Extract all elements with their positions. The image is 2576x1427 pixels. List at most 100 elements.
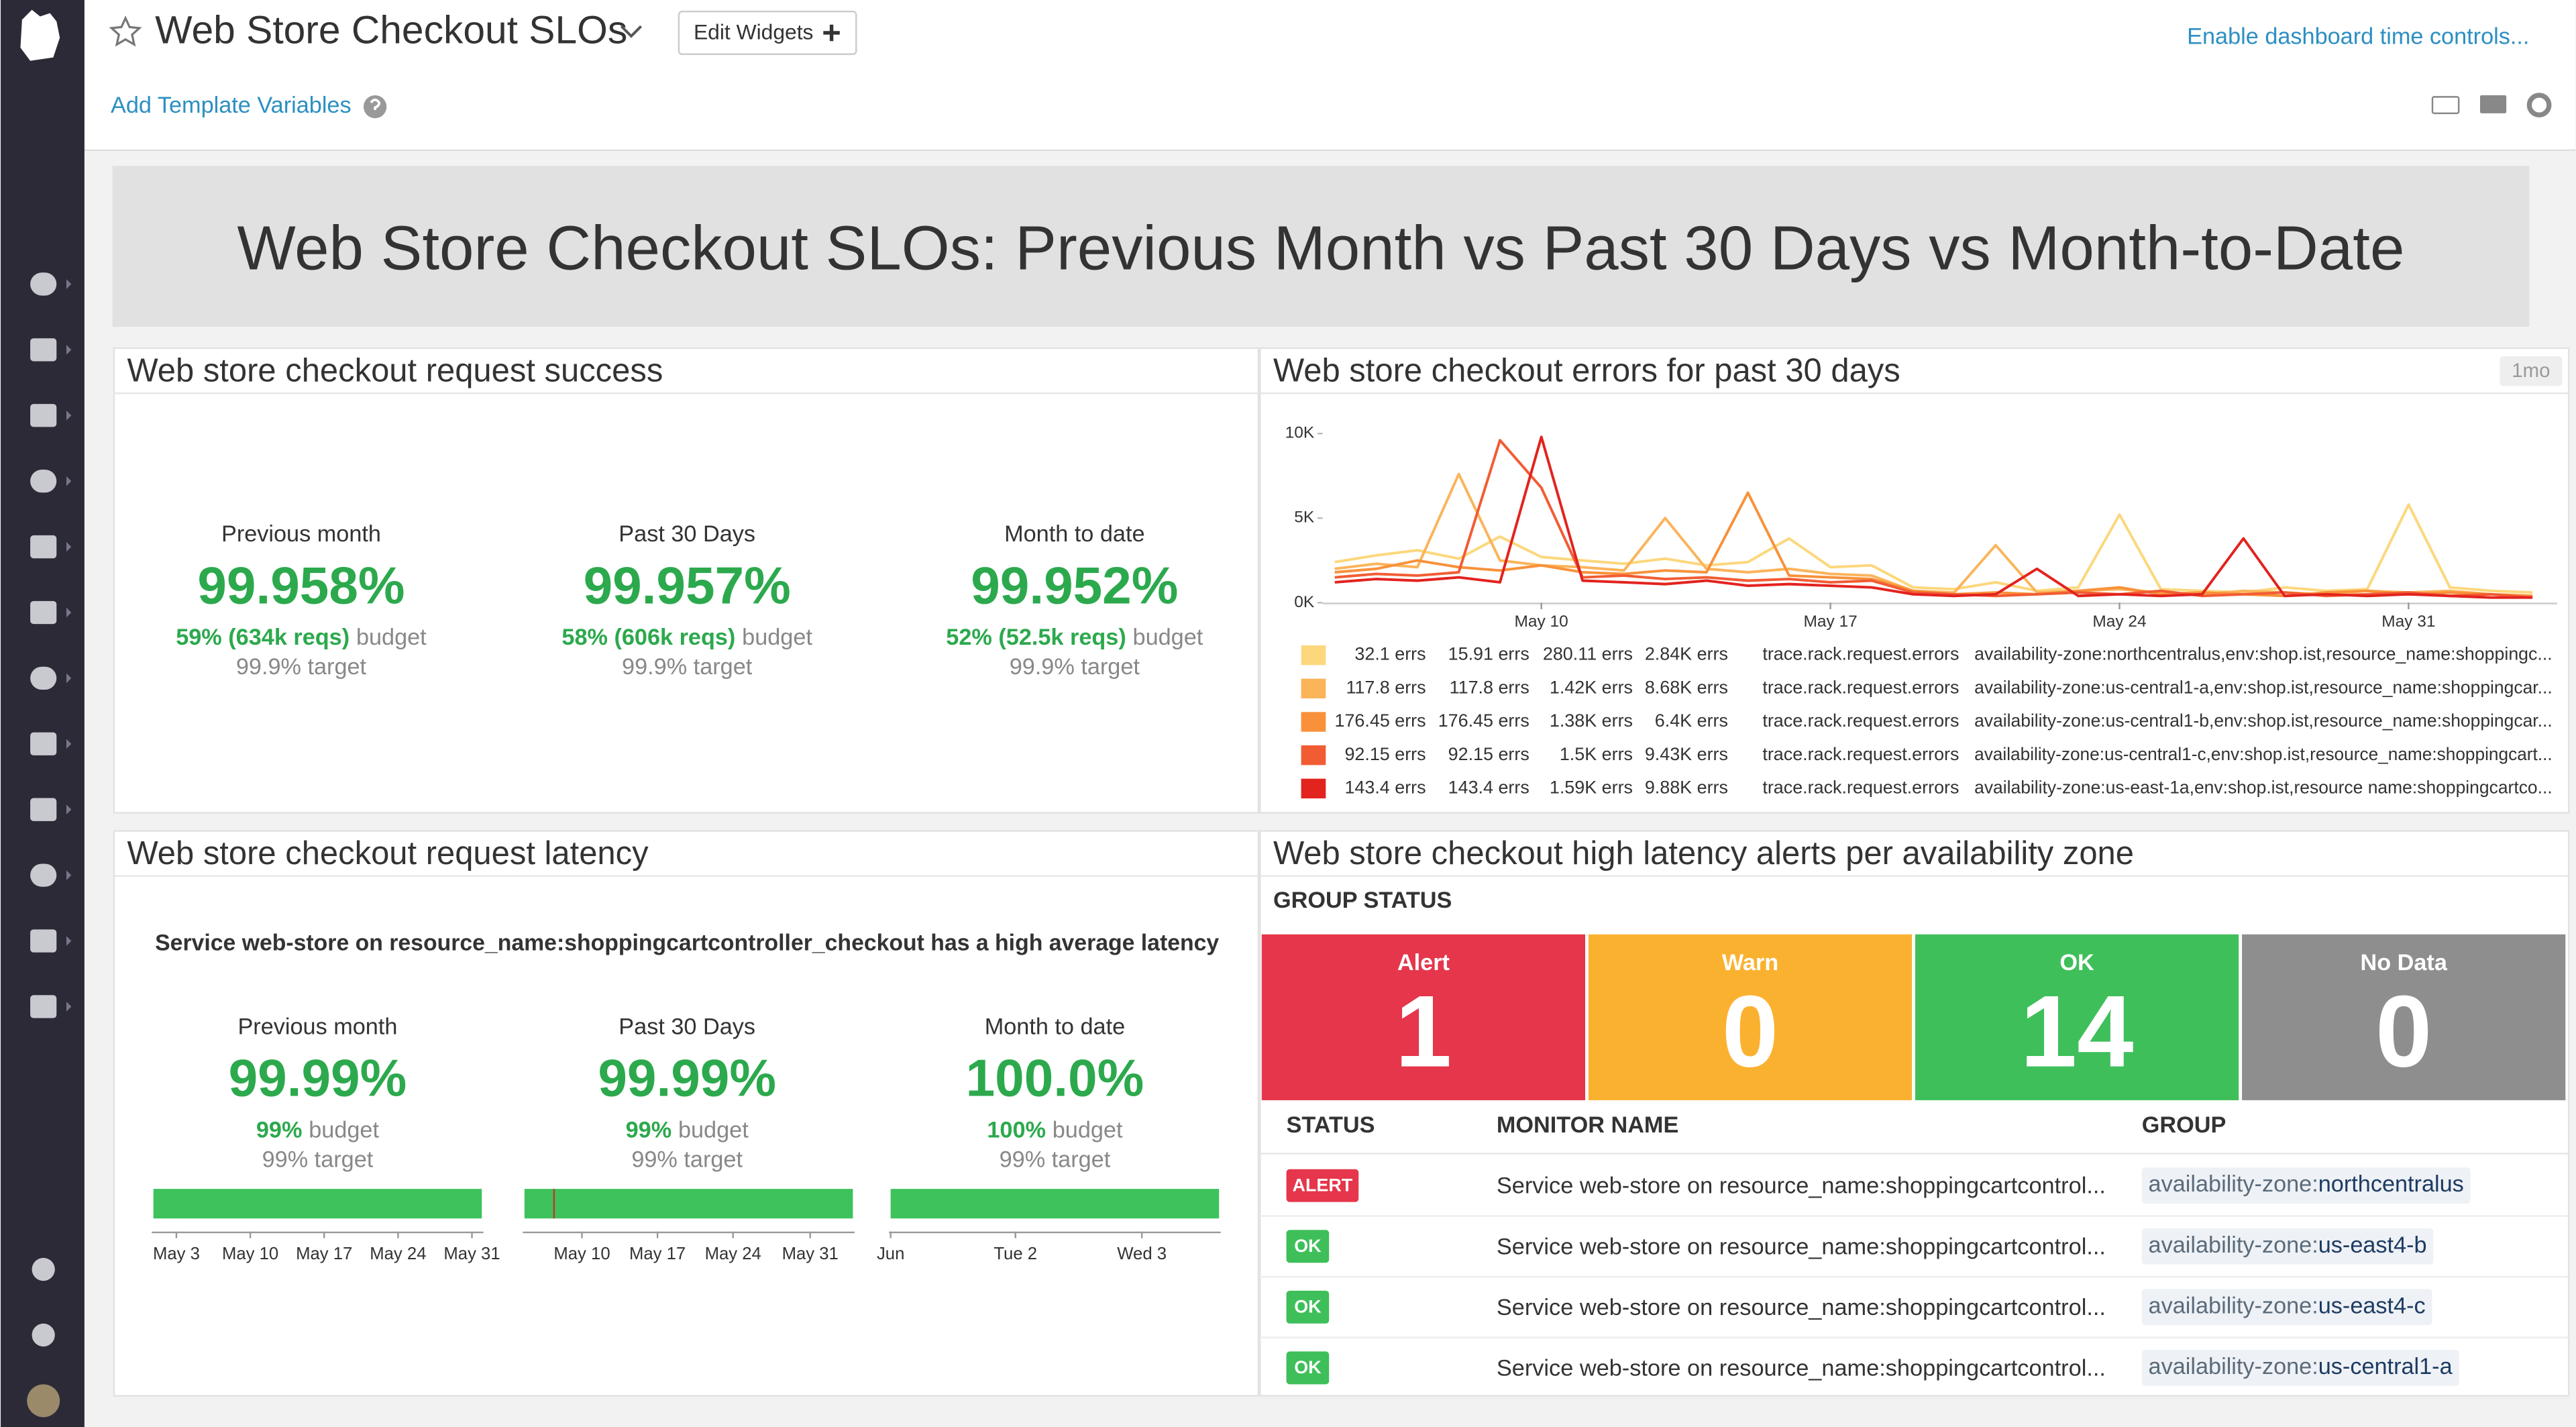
nav-icon[interactable] — [30, 404, 57, 427]
status-badge — [1286, 1230, 1330, 1263]
widget-title: Web store checkout errors for past 30 da… — [1273, 353, 1900, 389]
budget-highlight: 59% (634k reqs) — [176, 625, 350, 650]
x-tick-label: May 10 — [1515, 613, 1568, 631]
status-axis-label: Jun — [877, 1245, 904, 1263]
settings-icon[interactable] — [2526, 93, 2552, 118]
banner — [112, 166, 2530, 327]
nav-icon[interactable] — [30, 929, 57, 953]
header-bg — [84, 0, 2575, 152]
status-badge — [1286, 1290, 1330, 1324]
nav-icon[interactable] — [30, 600, 57, 625]
legend-metric: trace.rack.request.errors — [1762, 710, 1959, 731]
legend-name: availability-zone:us-central1-b,env:shop… — [1974, 710, 2553, 731]
legend-swatch — [1301, 745, 1326, 765]
budget-text: budget — [356, 625, 427, 650]
status-tile[interactable] — [1261, 934, 1586, 1100]
edit-widgets-label[interactable]: Edit Widgets — [694, 20, 814, 44]
keyboard-icon[interactable] — [2431, 96, 2460, 115]
status-axis-label: May 10 — [222, 1245, 278, 1263]
group-value: us-east4-b — [2318, 1232, 2427, 1258]
slo-budget: 59% (634k reqs) budget — [176, 625, 427, 650]
status-axis-label: Tue 2 — [994, 1245, 1037, 1263]
monitor-name[interactable]: Service web-store on resource_name:shopp… — [1497, 1355, 2106, 1381]
plus-icon — [823, 24, 840, 42]
slo-target: 99% target — [1000, 1147, 1111, 1173]
slo-value: 99.99% — [598, 1049, 776, 1108]
nav-icon[interactable] — [30, 995, 57, 1018]
group-pill — [2141, 1289, 2432, 1326]
legend-stat: 143.4 errs — [1344, 777, 1426, 797]
logo — [20, 9, 60, 61]
status-axis-label: May 3 — [153, 1245, 200, 1263]
legend-metric: trace.rack.request.errors — [1762, 744, 1959, 764]
budget-highlight: 100% — [987, 1117, 1046, 1143]
monitor-name[interactable]: Service web-store on resource_name:shopp… — [1497, 1234, 2106, 1259]
group-key: availability-zone: — [2149, 1232, 2318, 1258]
budget-text: budget — [1133, 625, 1203, 650]
status-bar — [890, 1189, 1220, 1219]
slo-value: 99.99% — [229, 1049, 407, 1108]
dashboard-title: Web Store Checkout SLOs — [155, 8, 627, 52]
title-chevron[interactable] — [620, 25, 643, 38]
status-tile[interactable] — [1588, 934, 1913, 1100]
nav-icon[interactable] — [30, 798, 57, 821]
nav-icon[interactable] — [30, 272, 57, 296]
time-badge — [2500, 356, 2563, 386]
nav-icon[interactable] — [30, 666, 57, 690]
status-tile[interactable] — [1915, 934, 2239, 1100]
legend-swatch — [1301, 678, 1326, 698]
status-badge — [1286, 1351, 1330, 1385]
slo-budget: 58% (606k reqs) budget — [561, 625, 812, 650]
nav-arrow — [66, 739, 72, 749]
status-bar — [153, 1189, 482, 1219]
budget-text: budget — [309, 1117, 379, 1143]
status-axis-label: May 17 — [296, 1245, 352, 1263]
banner-title: Web Store Checkout SLOs: Previous Month … — [237, 213, 2405, 282]
legend-stat: 176.45 errs — [1438, 710, 1529, 731]
group-pill — [2141, 1349, 2459, 1386]
slo-value: 99.957% — [584, 556, 791, 615]
slo-target: 99% target — [631, 1147, 743, 1173]
nav-icon[interactable] — [32, 1257, 55, 1281]
nav-arrow — [66, 345, 72, 355]
nav-icon[interactable] — [30, 732, 57, 755]
template-variables-link[interactable]: Add Template Variables — [111, 93, 352, 118]
tv-mode-icon[interactable] — [2479, 95, 2507, 113]
legend-stat: 117.8 errs — [1450, 677, 1529, 697]
status-badge-label: OK — [1294, 1236, 1322, 1256]
status-badge-label: OK — [1294, 1297, 1322, 1317]
group-tag: availability-zone:us-central1-a — [2149, 1354, 2453, 1379]
nav-icon[interactable] — [30, 535, 57, 559]
status-tile[interactable] — [2242, 934, 2566, 1100]
time-controls-link[interactable]: Enable dashboard time controls... — [2187, 23, 2529, 49]
widget-title: Web store checkout request latency — [127, 835, 649, 871]
favorite-star[interactable] — [109, 15, 142, 47]
slo-label: Past 30 Days — [619, 521, 755, 547]
nav-icon[interactable] — [32, 1323, 55, 1347]
tile-count: 0 — [2375, 975, 2432, 1088]
monitor-name[interactable]: Service web-store on resource_name:shopp… — [1497, 1173, 2106, 1199]
nav-icon[interactable] — [30, 338, 57, 362]
y-tick-label: 5K — [1294, 509, 1315, 527]
series-line — [1334, 435, 2533, 599]
legend-stat: 92.15 errs — [1448, 744, 1529, 764]
nav-icon[interactable] — [30, 470, 57, 493]
legend-stat: 6.4K errs — [1655, 710, 1728, 731]
legend-stat: 15.91 errs — [1448, 644, 1529, 664]
avatar[interactable] — [27, 1384, 60, 1418]
edit-widgets-button[interactable] — [678, 10, 857, 55]
legend-stat: 1.38K errs — [1550, 710, 1633, 731]
budget-highlight: 99% — [626, 1117, 672, 1143]
group-pill — [2141, 1167, 2471, 1204]
monitor-name[interactable]: Service web-store on resource_name:shopp… — [1497, 1295, 2106, 1320]
status-bar — [524, 1189, 853, 1219]
budget-highlight: 52% (52.5k reqs) — [946, 625, 1126, 650]
nav-icon[interactable] — [30, 863, 57, 887]
group-tag: availability-zone:us-east4-c — [2149, 1293, 2426, 1318]
tile-label: OK — [2059, 950, 2094, 975]
tile-count: 14 — [2021, 975, 2134, 1088]
tile-label: Alert — [1397, 950, 1450, 975]
nav-arrow — [66, 804, 72, 815]
slo-label: Month to date — [1004, 521, 1144, 547]
legend-name: availability-zone:us-central1-a,env:shop… — [1974, 677, 2553, 697]
